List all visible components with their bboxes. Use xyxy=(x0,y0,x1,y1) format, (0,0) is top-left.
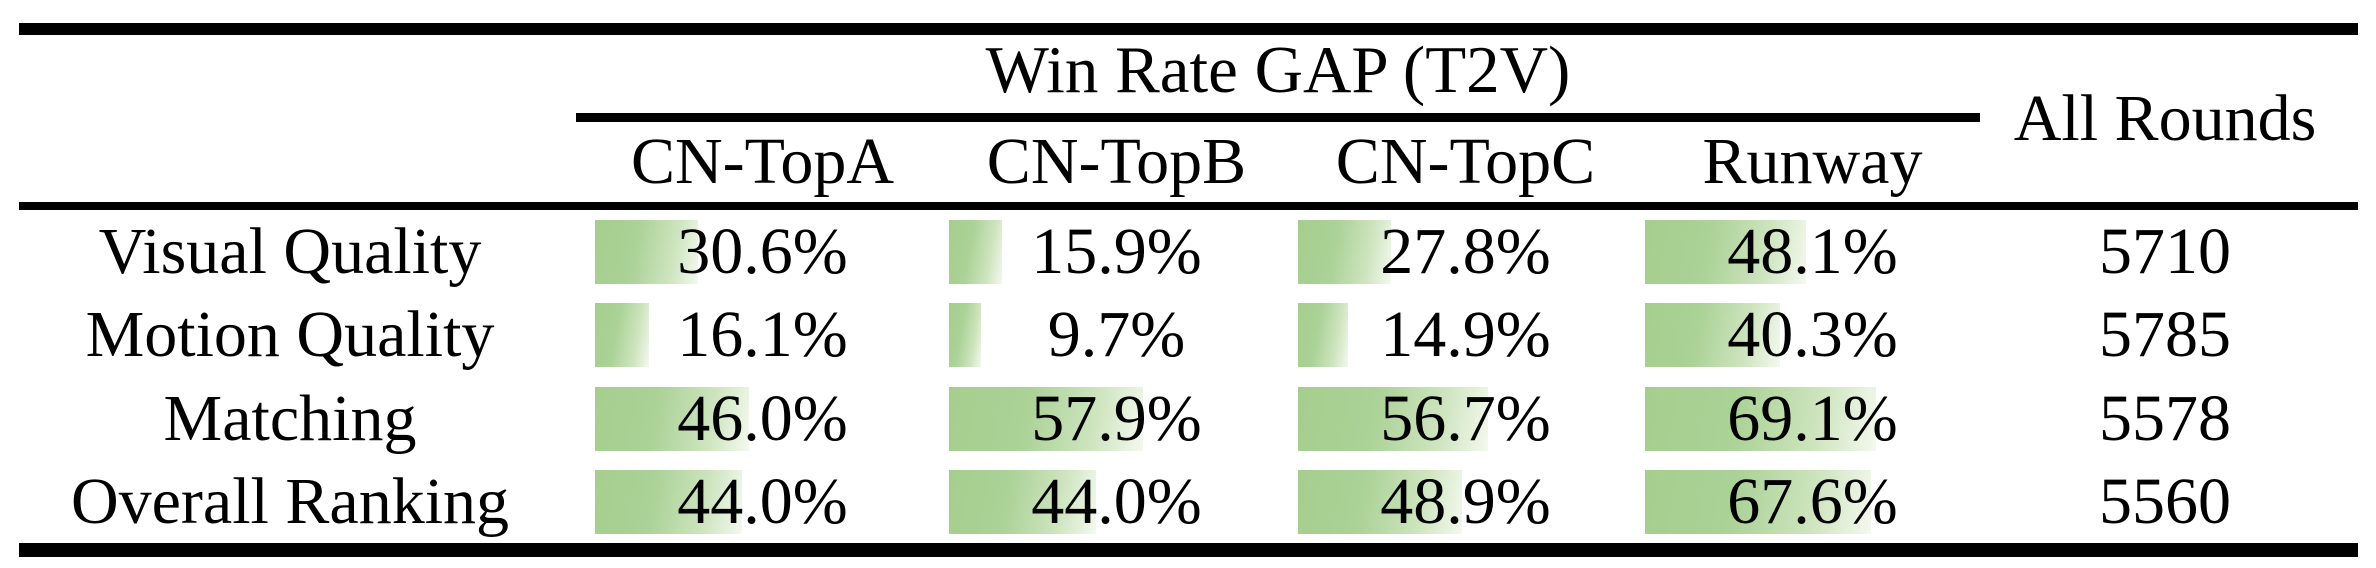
data-cell: 69.1% xyxy=(1645,377,1980,460)
win-rate-bar xyxy=(949,387,1143,451)
data-cell: 67.6% xyxy=(1645,460,1980,543)
win-rate-value: 14.9% xyxy=(1380,297,1551,371)
win-rate-value: 9.7% xyxy=(1047,297,1186,371)
column-header-cn-topc: CN-TopC xyxy=(1335,125,1596,198)
win-rate-value: 16.1% xyxy=(677,297,848,371)
table-row: Matching 46.0% 57.9% 56.7% 69.1% 5578 xyxy=(0,377,2376,460)
win-rate-value: 44.0% xyxy=(1031,464,1202,538)
win-rate-bar xyxy=(1298,470,1462,534)
win-rate-bar xyxy=(595,220,698,284)
win-rate-bar xyxy=(1645,387,1877,451)
column-header-runway: Runway xyxy=(1702,125,1923,198)
data-cell: 57.9% xyxy=(949,377,1284,460)
table-top-rule xyxy=(19,23,2358,35)
win-rate-value: 40.3% xyxy=(1727,297,1898,371)
column-header-all-rounds: All Rounds xyxy=(2013,81,2317,155)
table-row: Visual Quality 30.6% 15.9% 27.8% 48.1% 5… xyxy=(0,210,2376,293)
win-rate-bar xyxy=(595,387,750,451)
data-cell: 48.9% xyxy=(1298,460,1633,543)
all-rounds-value: 5578 xyxy=(2099,381,2231,455)
win-rate-bar xyxy=(949,303,982,367)
all-rounds-value: 5560 xyxy=(2099,464,2231,538)
win-rate-value: 48.1% xyxy=(1727,214,1898,288)
win-rate-value: 57.9% xyxy=(1031,381,1202,455)
data-cell: 30.6% xyxy=(595,210,930,293)
win-rate-value: 15.9% xyxy=(1031,214,1202,288)
win-rate-value: 48.9% xyxy=(1380,464,1551,538)
win-rate-bar xyxy=(949,470,1097,534)
win-rate-bar xyxy=(1298,220,1392,284)
win-rate-bar xyxy=(595,470,743,534)
data-cell: 48.1% xyxy=(1645,210,1980,293)
win-rate-value: 44.0% xyxy=(677,464,848,538)
data-cell: 14.9% xyxy=(1298,293,1633,376)
data-cell: 46.0% xyxy=(595,377,930,460)
table-bottom-rule xyxy=(19,543,2358,557)
table-row: Overall Ranking 44.0% 44.0% 48.9% 67.6% … xyxy=(0,460,2376,543)
win-rate-bar xyxy=(1645,220,1807,284)
row-label-overall-ranking: Overall Ranking xyxy=(70,464,510,538)
win-rate-value: 30.6% xyxy=(677,214,848,288)
column-header-cn-topb: CN-TopB xyxy=(986,125,1247,198)
column-header-cn-topa: CN-TopA xyxy=(630,125,895,198)
data-cell: 9.7% xyxy=(949,293,1284,376)
win-rate-value: 69.1% xyxy=(1727,381,1898,455)
win-rate-bar xyxy=(1645,470,1872,534)
table-header-rule xyxy=(19,202,2358,210)
data-cell: 40.3% xyxy=(1645,293,1980,376)
data-cell: 44.0% xyxy=(949,460,1284,543)
win-rate-bar xyxy=(1645,303,1780,367)
row-label-visual-quality: Visual Quality xyxy=(98,214,482,288)
win-rate-bar xyxy=(595,303,649,367)
row-label-motion-quality: Motion Quality xyxy=(85,297,495,371)
data-cell: 44.0% xyxy=(595,460,930,543)
group-header-title: Win Rate GAP (T2V) xyxy=(985,32,1571,107)
data-cell: 16.1% xyxy=(595,293,930,376)
win-rate-value: 67.6% xyxy=(1727,464,1898,538)
win-rate-bar xyxy=(1298,387,1488,451)
row-label-matching: Matching xyxy=(163,381,417,455)
win-rate-value: 46.0% xyxy=(677,381,848,455)
table-row: Motion Quality 16.1% 9.7% 14.9% 40.3% 57… xyxy=(0,293,2376,376)
data-cell: 56.7% xyxy=(1298,377,1633,460)
all-rounds-value: 5710 xyxy=(2099,214,2231,288)
group-header-underline-rule xyxy=(576,113,1980,122)
win-rate-value: 56.7% xyxy=(1380,381,1551,455)
win-rate-value: 27.8% xyxy=(1380,214,1551,288)
data-cell: 27.8% xyxy=(1298,210,1633,293)
win-rate-bar xyxy=(1298,303,1348,367)
win-rate-bar xyxy=(949,220,1003,284)
data-cell: 15.9% xyxy=(949,210,1284,293)
all-rounds-value: 5785 xyxy=(2099,297,2231,371)
